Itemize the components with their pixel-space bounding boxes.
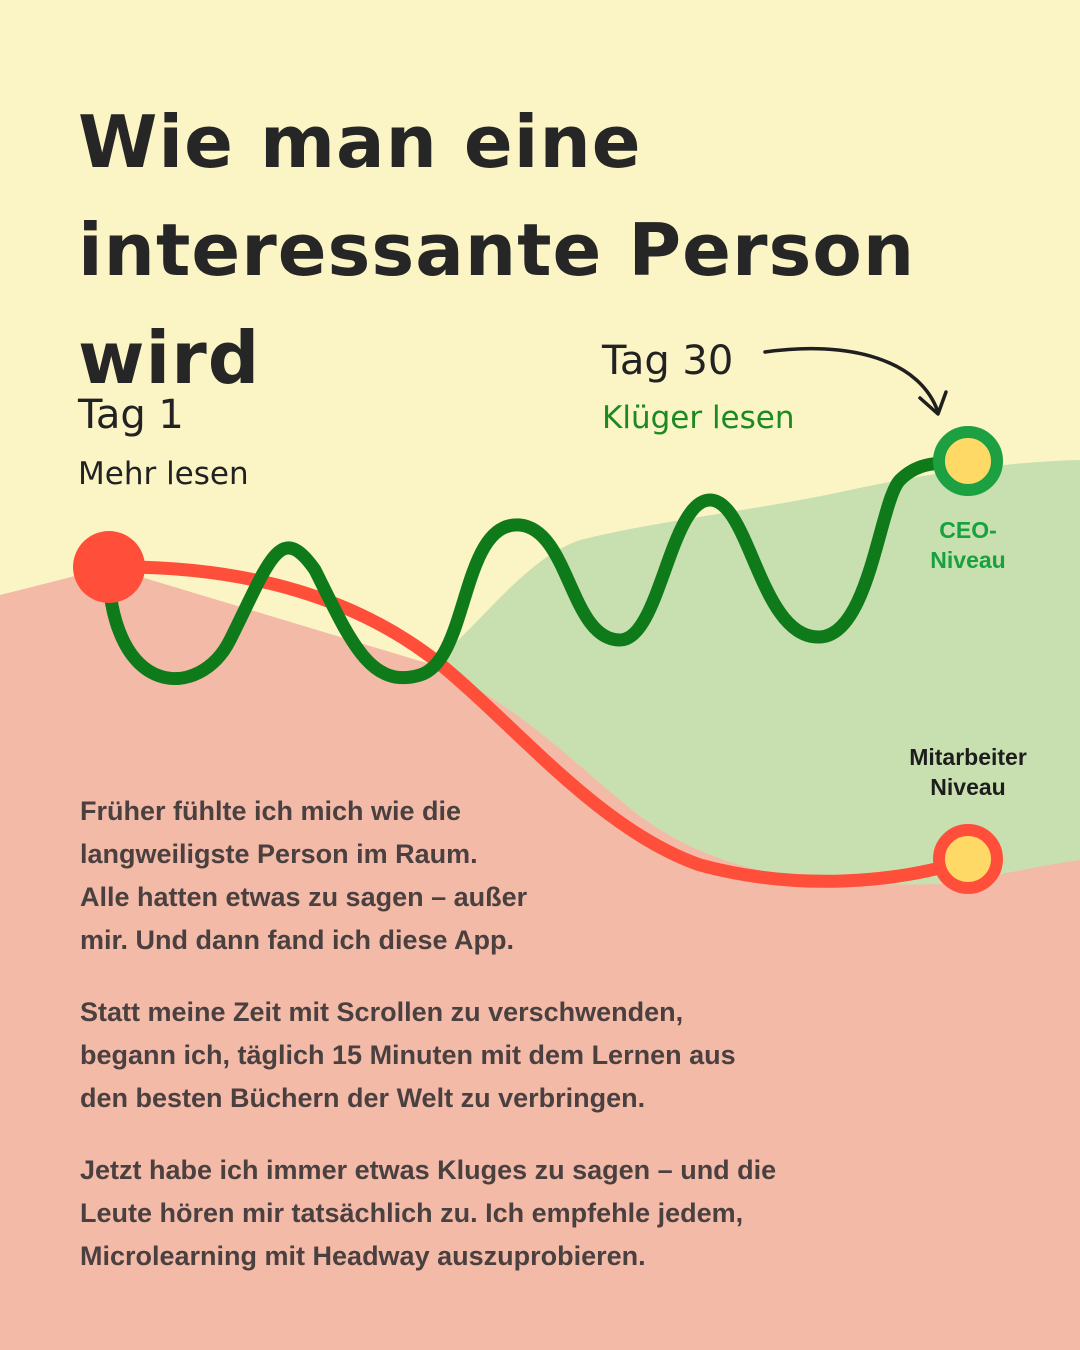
- decline-area: [0, 567, 1080, 1350]
- employee-level-label: Mitarbeiter Niveau: [909, 744, 1027, 800]
- arrow-head-icon: [918, 390, 948, 416]
- title-line-1: Wie man eine: [78, 100, 642, 184]
- story-text: Früher fühlte ich mich wie die langweili…: [80, 790, 900, 1307]
- growth-line: [101, 455, 975, 685]
- start-day-label: Tag 1: [78, 392, 184, 438]
- growth-area: [428, 460, 1080, 885]
- page-title: Wie man eine interessante Person wird: [78, 88, 1038, 412]
- title-line-2: interessante Person wird: [78, 208, 916, 400]
- start-dot: [73, 531, 145, 603]
- ceo-level-label: CEO- Niveau: [930, 517, 1006, 573]
- decline-line: [103, 560, 975, 888]
- paragraph-3: Jetzt habe ich immer etwas Kluges zu sag…: [80, 1155, 777, 1271]
- end-caption: Klüger lesen: [602, 400, 795, 436]
- ceo-level-dot: [933, 426, 1003, 496]
- employee-level-dot: [933, 824, 1003, 894]
- start-caption: Mehr lesen: [78, 456, 249, 492]
- arrow-line: [763, 346, 940, 414]
- paragraph-1: Früher fühlte ich mich wie die langweili…: [80, 796, 528, 955]
- paragraph-2: Statt meine Zeit mit Scrollen zu verschw…: [80, 997, 736, 1113]
- end-day-label: Tag 30: [602, 338, 734, 384]
